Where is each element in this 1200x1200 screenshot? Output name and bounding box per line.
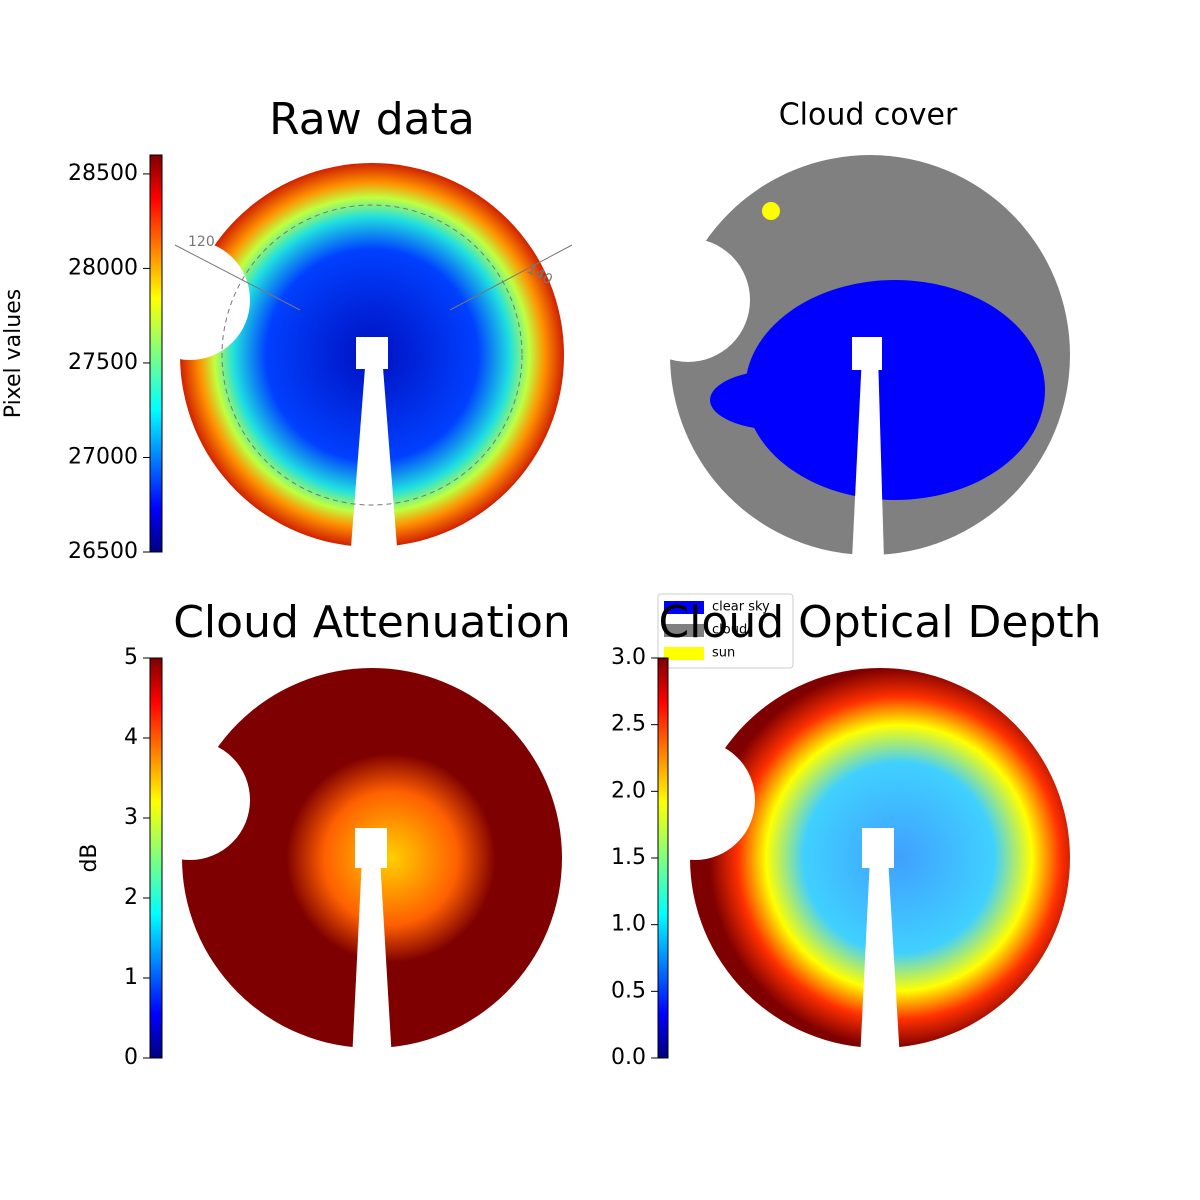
colorbar-tick-label: 1.0 (611, 912, 646, 937)
legend-swatch (664, 601, 704, 614)
colorbar-tick-label: 2 (124, 885, 138, 910)
panel-title: Raw data (269, 94, 475, 145)
grid-annotation: 120 (188, 234, 215, 250)
panel-title: Cloud Attenuation (173, 597, 571, 648)
colorbar-tick-label: 0.0 (611, 1045, 646, 1070)
colorbar-tick-label: 1 (124, 965, 138, 990)
colorbar-tick-label: 28000 (68, 255, 138, 280)
cloud-cover-image (626, 155, 1070, 560)
colorbar (657, 657, 669, 1059)
colorbar-tick-label: 27000 (68, 444, 138, 469)
colorbar-tick-label: 5 (124, 645, 138, 670)
legend-label: clear sky (712, 600, 770, 615)
colorbar-label: Pixel values (1, 289, 26, 418)
colorbar (149, 657, 163, 1059)
colorbar (149, 154, 163, 553)
colorbar-tick-label: 2.5 (611, 712, 646, 737)
legend-label: cloud (712, 623, 747, 638)
colorbar-tick-label: 0.5 (611, 978, 646, 1003)
colorbar-label: dB (77, 843, 102, 872)
legend-label: sun (712, 646, 735, 661)
colorbar-tick-label: 27500 (68, 350, 138, 375)
legend-swatch (664, 647, 704, 660)
colorbar-tick-label: 26500 (68, 539, 138, 564)
raw-image (130, 163, 573, 560)
colorbar-tick-label: 2.0 (611, 778, 646, 803)
colorbar-tick-label: 28500 (68, 161, 138, 186)
legend-swatch (664, 624, 704, 637)
panel-title: Cloud cover (779, 98, 958, 133)
colorbar-tick-label: 0 (124, 1045, 138, 1070)
colorbar-tick-label: 3.0 (611, 645, 646, 670)
colorbar-tick-label: 3 (124, 805, 138, 830)
colorbar-tick-label: 1.5 (611, 845, 646, 870)
optical-depth-image (635, 668, 1070, 1060)
colorbar-tick-label: 4 (124, 725, 138, 750)
panel-title: Cloud Optical Depth (658, 597, 1101, 648)
attenuation-image (130, 668, 562, 1060)
